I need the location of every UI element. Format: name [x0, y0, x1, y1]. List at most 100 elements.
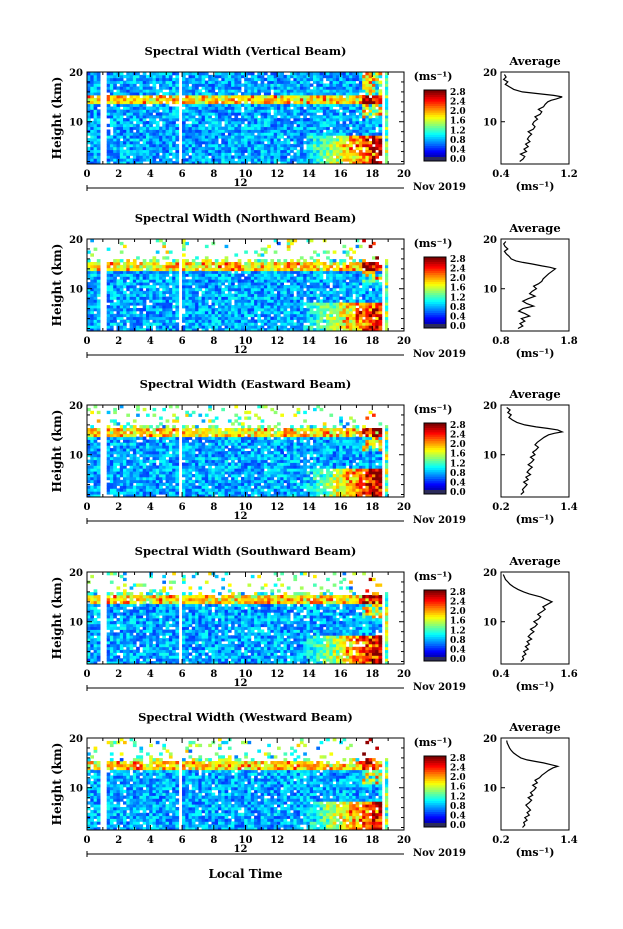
- heatmap-cell: [191, 149, 196, 153]
- heatmap-cell: [283, 299, 288, 303]
- heatmap-cell: [211, 89, 216, 93]
- y-tick-label: 20: [69, 235, 83, 246]
- heatmap-cell: [372, 126, 376, 130]
- heatmap-cell: [280, 74, 284, 79]
- heatmap-cell: [227, 313, 232, 318]
- heatmap-cell: [263, 89, 268, 93]
- heatmap-cell: [96, 138, 101, 142]
- heatmap-cell: [211, 80, 216, 84]
- heatmap-cell: [136, 319, 140, 323]
- heatmap-cell: [185, 126, 189, 130]
- heatmap-cell: [358, 146, 363, 151]
- heatmap-cell: [277, 129, 281, 133]
- heatmap-cell: [257, 92, 261, 96]
- heatmap-cell: [267, 103, 271, 107]
- heatmap-cell: [126, 112, 130, 116]
- heatmap-cell: [319, 89, 324, 93]
- heatmap-cell: [355, 310, 360, 315]
- heatmap-cell: [188, 126, 193, 130]
- heatmap-cell: [231, 83, 235, 87]
- heatmap-cell: [155, 239, 160, 243]
- heatmap-cell: [231, 305, 235, 309]
- heatmap-cell: [188, 282, 193, 286]
- heatmap-cell: [165, 103, 170, 107]
- heatmap-cell: [224, 120, 229, 125]
- heatmap-cell: [329, 322, 334, 326]
- heatmap-cell: [345, 253, 350, 257]
- heatmap-cell: [270, 279, 275, 283]
- heatmap-cell: [191, 290, 196, 295]
- heatmap-cell: [277, 285, 281, 289]
- heatmap-cell: [247, 262, 252, 266]
- heatmap-cell: [342, 285, 347, 289]
- heatmap-cell: [90, 322, 94, 326]
- heatmap-cell: [263, 285, 268, 289]
- heatmap-cell: [283, 146, 288, 151]
- heatmap-cell: [296, 155, 301, 159]
- heatmap-cell: [139, 282, 144, 286]
- heatmap-cell: [123, 285, 127, 289]
- heatmap-cell: [201, 80, 206, 84]
- heatmap-cell: [227, 143, 232, 148]
- heatmap-cell: [106, 143, 111, 148]
- heatmap-cell: [204, 262, 209, 266]
- heatmap-cell: [214, 129, 219, 133]
- heatmap-cell: [290, 302, 294, 306]
- heatmap-cell: [375, 270, 379, 274]
- heatmap-cell: [250, 279, 255, 283]
- heatmap-cell: [139, 132, 144, 136]
- heatmap-cell: [123, 86, 127, 90]
- heatmap-cell: [155, 313, 160, 318]
- heatmap-cell: [142, 115, 147, 119]
- heatmap-cell: [119, 83, 124, 87]
- heatmap-cell: [198, 115, 203, 119]
- heatmap-cell: [113, 86, 117, 90]
- heatmap-cell: [188, 290, 193, 295]
- heatmap-cell: [146, 126, 150, 130]
- heatmap-cell: [198, 112, 203, 116]
- heatmap-cell: [293, 126, 298, 130]
- heatmap-cell: [250, 158, 255, 162]
- heatmap-cell: [155, 112, 160, 116]
- heatmap-cell: [119, 250, 124, 254]
- heatmap-cell: [149, 126, 153, 130]
- heatmap-cell: [221, 106, 225, 110]
- heatmap-cell: [296, 308, 301, 312]
- heatmap-cell: [378, 152, 383, 156]
- heatmap-cell: [260, 270, 265, 274]
- heatmap-cell: [306, 299, 311, 303]
- heatmap-cell: [254, 143, 258, 148]
- heatmap-cell: [319, 267, 324, 272]
- heatmap-cell: [322, 302, 327, 306]
- heatmap-cell: [263, 293, 268, 297]
- heatmap-cell: [211, 112, 216, 116]
- heatmap-cell: [263, 310, 268, 315]
- heatmap-cell: [198, 135, 203, 139]
- heatmap-cell: [93, 138, 98, 142]
- heatmap-cell: [254, 250, 258, 254]
- heatmap-cell: [123, 313, 127, 318]
- heatmap-cell: [306, 89, 311, 93]
- heatmap-cell: [155, 138, 160, 142]
- heatmap-cell: [162, 296, 166, 300]
- heatmap-cell: [113, 100, 117, 105]
- heatmap-cell: [109, 296, 114, 300]
- heatmap-cell: [329, 293, 334, 297]
- heatmap-cell: [342, 270, 347, 274]
- heatmap-cell: [283, 126, 288, 130]
- heatmap-cell: [221, 135, 225, 139]
- heatmap-cell: [132, 97, 137, 102]
- heatmap-cell: [316, 118, 320, 122]
- heatmap-cell: [368, 89, 373, 93]
- heatmap-cell: [322, 308, 327, 312]
- heatmap-cell: [208, 290, 212, 295]
- heatmap-cell: [175, 262, 180, 266]
- heatmap-cell: [257, 97, 261, 102]
- heatmap-cell: [93, 282, 98, 286]
- heatmap-cell: [211, 77, 216, 82]
- heatmap-cell: [221, 267, 225, 272]
- heatmap-cell: [326, 305, 330, 309]
- heatmap-cell: [93, 143, 98, 148]
- heatmap-cell: [227, 302, 232, 306]
